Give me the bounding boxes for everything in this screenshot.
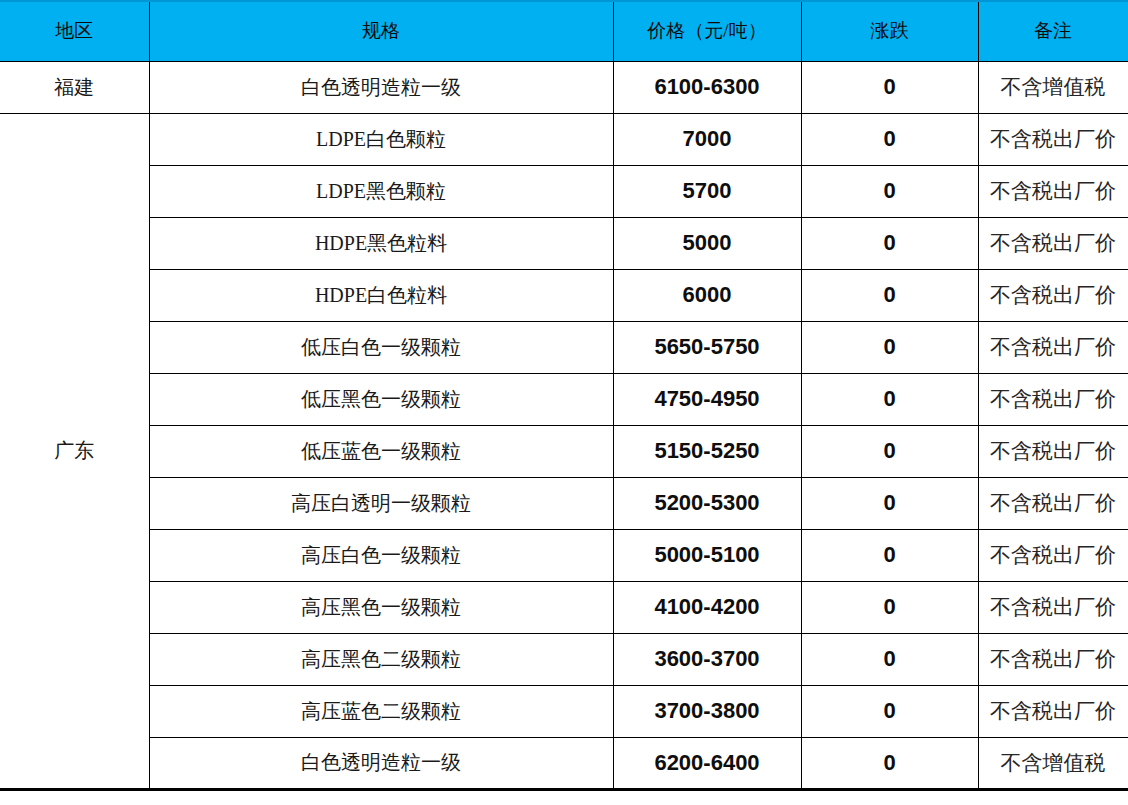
table-row: 广东 LDPE白色颗粒 7000 0 不含税出厂价 xyxy=(0,113,1128,165)
change-cell: 0 xyxy=(801,581,978,633)
table-row: 低压黑色一级颗粒 4750-4950 0 不含税出厂价 xyxy=(0,373,1128,425)
note-cell: 不含税出厂价 xyxy=(978,269,1128,321)
price-cell: 3700-3800 xyxy=(613,685,801,737)
price-cell: 5700 xyxy=(613,165,801,217)
table-row: 高压蓝色二级颗粒 3700-3800 0 不含税出厂价 xyxy=(0,685,1128,737)
change-cell: 0 xyxy=(801,165,978,217)
note-cell: 不含税出厂价 xyxy=(978,113,1128,165)
table-row: HDPE白色粒料 6000 0 不含税出厂价 xyxy=(0,269,1128,321)
note-cell: 不含税出厂价 xyxy=(978,425,1128,477)
price-table: 地区 规格 价格（元/吨） 涨跌 备注 福建 白色透明造粒一级 6100-630… xyxy=(0,0,1128,791)
note-cell: 不含税出厂价 xyxy=(978,477,1128,529)
spec-cell: 白色透明造粒一级 xyxy=(149,61,613,113)
change-cell: 0 xyxy=(801,113,978,165)
header-cell-spec: 规格 xyxy=(149,1,613,61)
note-cell: 不含税出厂价 xyxy=(978,633,1128,685)
header-row: 地区 规格 价格（元/吨） 涨跌 备注 xyxy=(0,1,1128,61)
table-row: 高压黑色一级颗粒 4100-4200 0 不含税出厂价 xyxy=(0,581,1128,633)
change-cell: 0 xyxy=(801,373,978,425)
table-body: 福建 白色透明造粒一级 6100-6300 0 不含增值税 广东 LDPE白色颗… xyxy=(0,61,1128,789)
price-cell: 4750-4950 xyxy=(613,373,801,425)
spec-cell: 低压黑色一级颗粒 xyxy=(149,373,613,425)
table-row: 高压白色一级颗粒 5000-5100 0 不含税出厂价 xyxy=(0,529,1128,581)
table-row: HDPE黑色粒料 5000 0 不含税出厂价 xyxy=(0,217,1128,269)
price-cell: 3600-3700 xyxy=(613,633,801,685)
spec-cell: HDPE白色粒料 xyxy=(149,269,613,321)
price-cell: 5150-5250 xyxy=(613,425,801,477)
price-cell: 4100-4200 xyxy=(613,581,801,633)
note-cell: 不含税出厂价 xyxy=(978,581,1128,633)
change-cell: 0 xyxy=(801,269,978,321)
note-cell: 不含税出厂价 xyxy=(978,529,1128,581)
change-cell: 0 xyxy=(801,321,978,373)
header-cell-region: 地区 xyxy=(0,1,149,61)
region-cell-guangdong: 广东 xyxy=(0,113,149,789)
price-cell: 5200-5300 xyxy=(613,477,801,529)
spec-cell: 低压白色一级颗粒 xyxy=(149,321,613,373)
price-cell: 5650-5750 xyxy=(613,321,801,373)
spec-cell: LDPE黑色颗粒 xyxy=(149,165,613,217)
change-cell: 0 xyxy=(801,425,978,477)
note-cell: 不含税出厂价 xyxy=(978,165,1128,217)
header-cell-note: 备注 xyxy=(978,1,1128,61)
table-row: 高压黑色二级颗粒 3600-3700 0 不含税出厂价 xyxy=(0,633,1128,685)
price-cell: 6200-6400 xyxy=(613,737,801,789)
spec-cell: 高压白透明一级颗粒 xyxy=(149,477,613,529)
spec-cell: 低压蓝色一级颗粒 xyxy=(149,425,613,477)
note-cell: 不含税出厂价 xyxy=(978,685,1128,737)
change-cell: 0 xyxy=(801,685,978,737)
spec-cell: LDPE白色颗粒 xyxy=(149,113,613,165)
note-cell: 不含增值税 xyxy=(978,61,1128,113)
spec-cell: 高压黑色一级颗粒 xyxy=(149,581,613,633)
change-cell: 0 xyxy=(801,737,978,789)
change-cell: 0 xyxy=(801,217,978,269)
price-cell: 5000-5100 xyxy=(613,529,801,581)
change-cell: 0 xyxy=(801,529,978,581)
note-cell: 不含税出厂价 xyxy=(978,321,1128,373)
spec-cell: HDPE黑色粒料 xyxy=(149,217,613,269)
spec-cell: 高压黑色二级颗粒 xyxy=(149,633,613,685)
note-cell: 不含税出厂价 xyxy=(978,373,1128,425)
table-row: LDPE黑色颗粒 5700 0 不含税出厂价 xyxy=(0,165,1128,217)
table-header: 地区 规格 价格（元/吨） 涨跌 备注 xyxy=(0,1,1128,61)
header-cell-change: 涨跌 xyxy=(801,1,978,61)
price-cell: 7000 xyxy=(613,113,801,165)
change-cell: 0 xyxy=(801,61,978,113)
change-cell: 0 xyxy=(801,633,978,685)
price-cell: 5000 xyxy=(613,217,801,269)
spec-cell: 白色透明造粒一级 xyxy=(149,737,613,789)
header-cell-price: 价格（元/吨） xyxy=(613,1,801,61)
table-row: 低压蓝色一级颗粒 5150-5250 0 不含税出厂价 xyxy=(0,425,1128,477)
table-row: 白色透明造粒一级 6200-6400 0 不含增值税 xyxy=(0,737,1128,789)
note-cell: 不含税出厂价 xyxy=(978,217,1128,269)
spec-cell: 高压白色一级颗粒 xyxy=(149,529,613,581)
spec-cell: 高压蓝色二级颗粒 xyxy=(149,685,613,737)
region-cell-fujian: 福建 xyxy=(0,61,149,113)
table-row: 低压白色一级颗粒 5650-5750 0 不含税出厂价 xyxy=(0,321,1128,373)
change-cell: 0 xyxy=(801,477,978,529)
price-cell: 6100-6300 xyxy=(613,61,801,113)
table-row: 福建 白色透明造粒一级 6100-6300 0 不含增值税 xyxy=(0,61,1128,113)
note-cell: 不含增值税 xyxy=(978,737,1128,789)
price-cell: 6000 xyxy=(613,269,801,321)
table-row: 高压白透明一级颗粒 5200-5300 0 不含税出厂价 xyxy=(0,477,1128,529)
